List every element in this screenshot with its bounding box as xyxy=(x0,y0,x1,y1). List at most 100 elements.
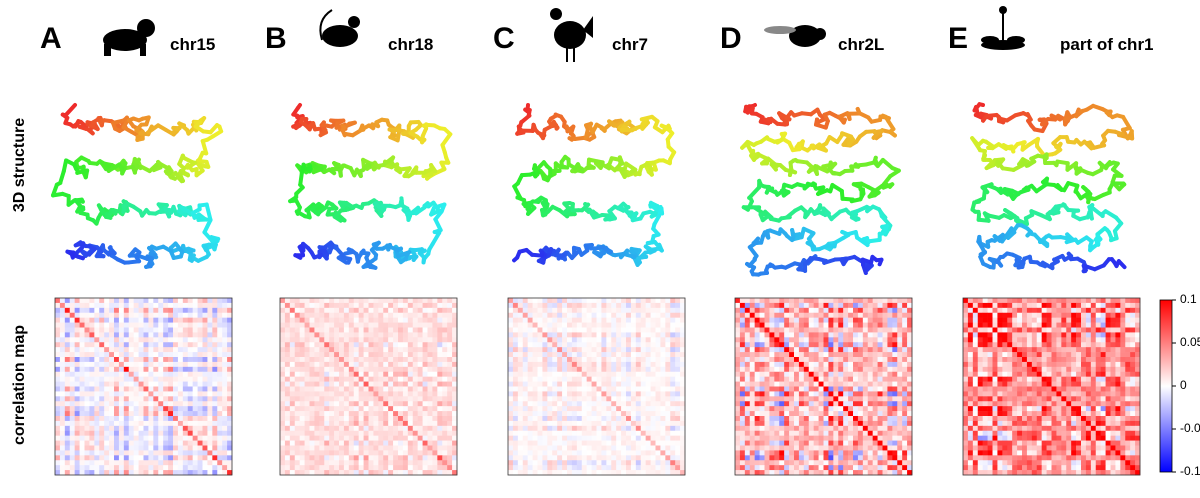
heatmap-cell xyxy=(358,366,364,373)
heatmap-cell xyxy=(109,406,115,412)
heatmap-cell xyxy=(611,396,617,402)
heatmap-cell xyxy=(635,371,642,377)
heatmap-cell xyxy=(64,430,71,436)
heatmap-cell xyxy=(163,366,169,373)
heatmap-cell xyxy=(182,376,189,382)
heatmap-cell xyxy=(89,391,95,397)
heatmap-cell xyxy=(616,386,622,392)
heatmap-cell xyxy=(591,332,597,338)
heatmap-cell xyxy=(552,396,558,402)
heatmap-cell xyxy=(645,352,651,358)
heatmap-cell xyxy=(197,401,203,407)
heatmap-cell xyxy=(378,366,384,373)
heatmap-cell xyxy=(422,416,428,422)
heatmap-cell xyxy=(452,411,458,417)
heatmap-cell xyxy=(280,327,286,333)
heatmap-cell xyxy=(202,352,208,358)
heatmap-cell xyxy=(69,352,75,358)
heatmap-cell xyxy=(630,435,637,441)
fiber xyxy=(440,132,453,148)
heatmap-cell xyxy=(675,357,681,363)
heatmap-cell xyxy=(527,430,533,436)
heatmap-cell xyxy=(314,445,320,451)
heatmap-cell xyxy=(402,332,409,338)
heatmap-cell xyxy=(363,352,369,358)
heatmap-cell xyxy=(675,312,681,318)
heatmap-cell xyxy=(227,440,233,446)
heatmap-cell xyxy=(319,381,325,387)
heatmap-cell xyxy=(557,357,563,363)
heatmap-cell xyxy=(447,386,453,392)
heatmap-cell xyxy=(343,470,350,476)
heatmap-cell xyxy=(314,337,320,343)
heatmap-cell xyxy=(79,450,85,456)
heatmap-cell xyxy=(309,347,315,353)
heatmap-cell xyxy=(412,376,418,382)
heatmap-cell xyxy=(373,420,379,427)
heatmap-cell xyxy=(324,317,330,323)
heatmap-cell xyxy=(402,450,409,456)
heatmap-cell xyxy=(422,455,428,461)
heatmap-cell xyxy=(197,366,203,373)
heatmap-cell xyxy=(94,298,100,304)
heatmap-cell xyxy=(660,347,666,353)
heatmap-cell xyxy=(299,435,305,441)
heatmap-cell xyxy=(182,312,189,318)
heatmap-cell xyxy=(680,371,686,377)
heatmap-cell xyxy=(197,465,203,471)
heatmap-cell xyxy=(309,411,315,417)
heatmap-cell xyxy=(177,450,184,456)
heatmap-cell xyxy=(143,322,149,328)
heatmap-cell xyxy=(432,470,438,476)
heatmap-cell xyxy=(79,425,85,432)
heatmap-cell xyxy=(601,425,607,432)
heatmap-cell xyxy=(640,352,646,358)
heatmap-cell xyxy=(334,465,340,471)
icons xyxy=(103,6,1025,62)
heatmap-cell xyxy=(517,386,524,392)
heatmap-cell xyxy=(368,352,374,358)
heatmap-cell xyxy=(635,327,642,333)
heatmap-cell xyxy=(74,371,80,377)
heatmap-cell xyxy=(368,337,374,343)
heatmap-cell xyxy=(168,416,174,422)
heatmap-cell xyxy=(319,366,325,373)
heatmap-cell xyxy=(114,401,120,407)
heatmap-cell xyxy=(368,342,374,348)
heatmap-cell xyxy=(670,352,676,358)
heatmap-cell xyxy=(197,298,203,304)
heatmap-cell xyxy=(606,376,612,382)
heatmap-cell xyxy=(177,376,184,382)
heatmap-cell xyxy=(378,460,384,466)
heatmap-cell xyxy=(442,416,448,422)
heatmap-cell xyxy=(94,401,100,407)
heatmap-cell xyxy=(163,347,169,353)
heatmap-cell xyxy=(222,386,228,392)
heatmap-cell xyxy=(284,302,291,309)
heatmap-cell xyxy=(202,332,208,338)
heatmap-cell xyxy=(621,317,627,323)
heatmap-cell xyxy=(447,401,453,407)
heatmap-cell xyxy=(402,347,409,353)
heatmap-cell xyxy=(177,371,184,377)
heatmap-cell xyxy=(324,450,330,456)
heatmap-cell xyxy=(368,406,374,412)
heatmap-cell xyxy=(222,381,228,387)
heatmap-cell xyxy=(319,386,325,392)
heatmap-cell xyxy=(79,420,85,427)
heatmap-cell xyxy=(329,460,335,466)
heatmap-cell xyxy=(197,450,203,456)
heatmap-cell xyxy=(138,460,144,466)
heatmap-cell xyxy=(586,352,592,358)
heatmap-cell xyxy=(373,347,379,353)
heatmap-cell xyxy=(542,366,548,373)
heatmap-cell xyxy=(427,327,433,333)
heatmap-cell xyxy=(69,420,75,427)
heatmap-cell xyxy=(680,347,686,353)
heatmap-cell xyxy=(59,430,66,436)
heatmap-cell xyxy=(427,366,433,373)
heatmap-cell xyxy=(417,430,423,436)
heatmap-cell xyxy=(309,396,315,402)
heatmap-cell xyxy=(59,366,66,373)
heatmap-cell xyxy=(447,460,453,466)
